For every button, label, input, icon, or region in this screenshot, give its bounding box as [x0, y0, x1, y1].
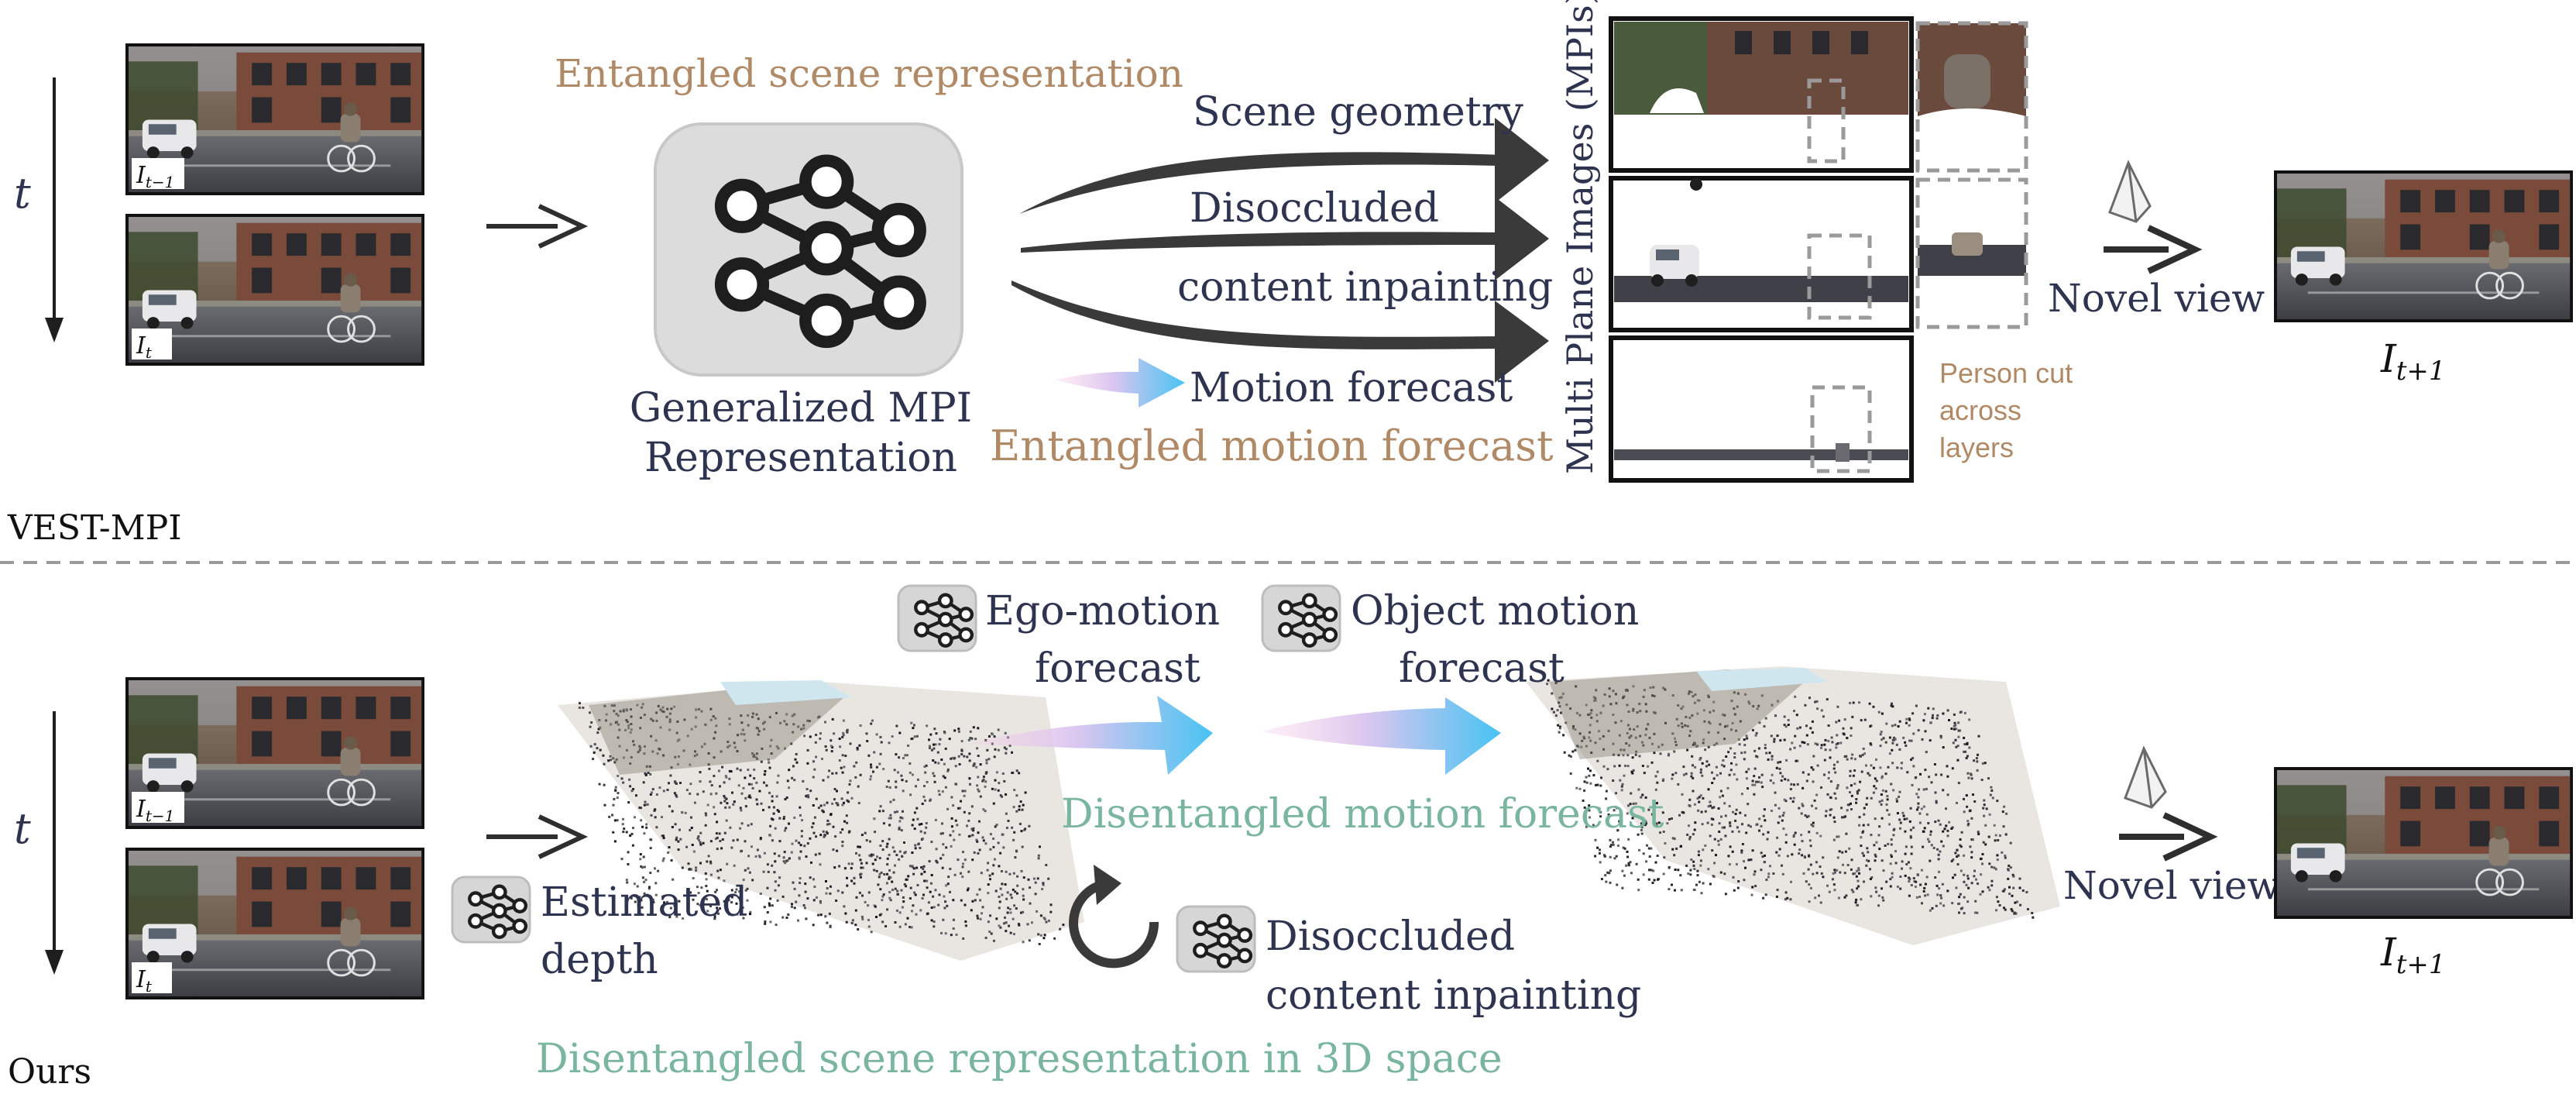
- section-label-top: VEST-MPI: [7, 508, 182, 548]
- time-axis-label-top: t: [14, 169, 31, 218]
- mpi-layer-1: [1609, 16, 1914, 173]
- input-frame-cur-bottom: It: [125, 848, 424, 999]
- scene-geometry-label: Scene geometry: [1193, 89, 1524, 136]
- point-cloud-1: [558, 680, 1084, 961]
- gradient-arrow-object: [1261, 697, 1501, 775]
- input-arrow-bottom: [486, 814, 589, 859]
- output-frame-bottom: [2274, 767, 2573, 919]
- output-label-top: It+1: [2380, 336, 2446, 387]
- input-frame-prev-bottom: It−1: [125, 677, 424, 829]
- network-label-line1: Generalized MPI: [630, 385, 972, 432]
- frame-cur-label-bottom: It: [136, 966, 153, 996]
- object-motion-label-2: forecast: [1399, 645, 1564, 692]
- mpi-layer-3: [1609, 335, 1914, 483]
- person-cut-line3: layers: [1939, 432, 2014, 463]
- novel-view-label-bottom: Novel view: [2063, 863, 2280, 908]
- entangled-motion-label: Entangled motion forecast: [990, 421, 1554, 470]
- zoom-crop-1: [1915, 21, 2028, 173]
- output-frame-top: [2274, 170, 2573, 322]
- camera-icon-top: [2108, 161, 2152, 223]
- camera-icon-bottom: [2124, 747, 2167, 809]
- inpainting-net-icon: [1176, 905, 1256, 973]
- frame-cur-label-top: It: [136, 332, 153, 362]
- output-label-bottom: It+1: [2380, 930, 2446, 980]
- estimated-depth-label-2: depth: [541, 937, 658, 983]
- output-arrow-bottom: [2119, 812, 2218, 862]
- output-arrow-top: [2104, 225, 2203, 274]
- section-label-bottom: Ours: [8, 1052, 91, 1092]
- novel-view-label-top: Novel view: [2048, 276, 2265, 321]
- input-frame-prev-top: It−1: [125, 43, 424, 195]
- disentangled-motion-label: Disentangled motion forecast: [1061, 791, 1664, 838]
- ego-motion-label-1: Ego-motion: [985, 588, 1220, 635]
- time-axis-top: t: [14, 77, 64, 342]
- zoom-crop-2: [1915, 177, 2028, 329]
- ego-motion-net-icon: [897, 584, 977, 652]
- loop-arrow-icon: [1069, 865, 1159, 968]
- disoccluded-label-top-1: Disoccluded: [1190, 185, 1439, 232]
- network-label-line2: Representation: [644, 435, 957, 481]
- input-arrow-top: [486, 204, 589, 249]
- gradient-arrow-motion-top: [1055, 358, 1185, 408]
- arrow-motion: [1012, 280, 1549, 383]
- mpi-layer-2: [1609, 176, 1914, 332]
- time-axis-label-bottom: t: [14, 804, 31, 853]
- arrow-scene-geometry: [1019, 118, 1549, 214]
- estimated-depth-net-icon: [451, 876, 531, 944]
- time-axis-bottom: t: [14, 711, 64, 975]
- frame-prev-label-bottom: It−1: [136, 796, 174, 825]
- estimated-depth-label-1: Estimated: [541, 879, 747, 926]
- arrow-disoccluded: [1021, 197, 1549, 280]
- network-icon-large: [654, 122, 963, 377]
- object-motion-net-icon: [1261, 584, 1341, 652]
- disentangled-scene-label: Disentangled scene representation in 3D …: [536, 1036, 1503, 1082]
- ego-motion-label-2: forecast: [1035, 645, 1200, 692]
- disoccluded-label-top-2: content inpainting: [1177, 264, 1553, 311]
- mpi-title: Multi Plane Images (MPIs): [1559, 0, 1601, 474]
- disoccluded-label-bottom-2: content inpainting: [1266, 972, 1641, 1019]
- disoccluded-label-bottom-1: Disoccluded: [1266, 913, 1515, 960]
- motion-forecast-label: Motion forecast: [1190, 365, 1513, 411]
- point-cloud-2: [1526, 666, 2060, 945]
- person-cut-line1: Person cut: [1939, 357, 2073, 389]
- input-frame-cur-top: It: [125, 214, 424, 366]
- gradient-arrow-ego: [968, 696, 1213, 775]
- person-cut-line2: across: [1939, 394, 2021, 426]
- entangled-scene-label: Entangled scene representation: [555, 51, 1183, 96]
- frame-prev-label-top: It−1: [136, 162, 174, 191]
- object-motion-label-1: Object motion: [1351, 588, 1639, 635]
